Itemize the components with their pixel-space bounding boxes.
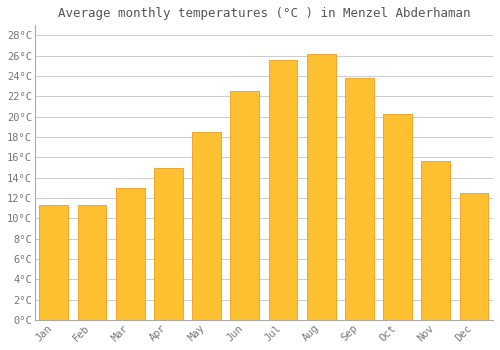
Bar [268, 60, 298, 320]
Bar [192, 132, 221, 320]
Bar [78, 205, 106, 320]
Bar [345, 78, 374, 320]
Bar [116, 188, 144, 320]
Bar [307, 54, 336, 320]
Bar [422, 161, 450, 320]
Bar [460, 193, 488, 320]
Title: Average monthly temperatures (°C ) in Menzel Abderhaman: Average monthly temperatures (°C ) in Me… [58, 7, 470, 20]
Bar [40, 205, 68, 320]
Bar [154, 168, 182, 320]
Bar [230, 91, 259, 320]
Bar [383, 114, 412, 320]
